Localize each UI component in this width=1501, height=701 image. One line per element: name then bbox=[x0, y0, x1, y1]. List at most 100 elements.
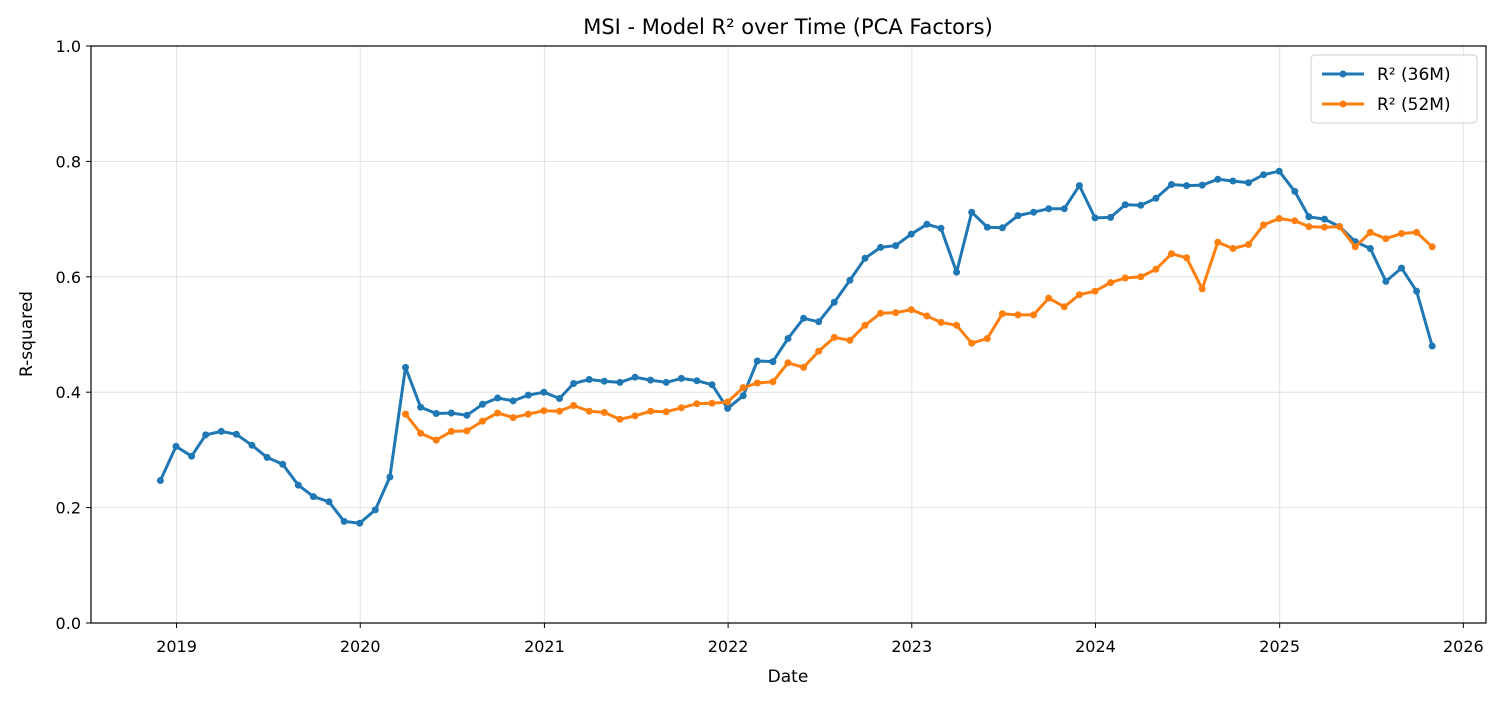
data-point bbox=[983, 335, 991, 342]
data-point bbox=[509, 397, 517, 405]
data-point bbox=[1198, 181, 1206, 189]
data-point bbox=[1121, 274, 1129, 282]
data-point bbox=[371, 506, 379, 514]
data-point bbox=[1321, 223, 1328, 231]
data-point bbox=[1428, 342, 1436, 350]
data-point bbox=[677, 404, 685, 412]
data-point bbox=[861, 254, 869, 262]
data-point bbox=[1045, 205, 1053, 213]
data-point bbox=[1152, 194, 1160, 202]
data-point bbox=[739, 384, 747, 392]
data-point bbox=[861, 321, 869, 329]
data-point bbox=[877, 243, 885, 251]
data-point bbox=[417, 403, 425, 411]
data-point bbox=[1305, 223, 1313, 231]
data-point bbox=[631, 412, 639, 420]
data-point bbox=[815, 318, 823, 326]
data-point bbox=[1398, 230, 1405, 237]
x-tick-label: 2019 bbox=[156, 637, 197, 656]
data-point bbox=[1428, 243, 1436, 251]
x-axis-title: Date bbox=[768, 667, 809, 687]
data-point bbox=[447, 409, 455, 417]
series-r-36m bbox=[156, 167, 1436, 527]
data-point bbox=[1030, 208, 1038, 216]
x-tick-label: 2020 bbox=[340, 637, 381, 656]
data-point bbox=[1107, 279, 1115, 287]
data-point bbox=[556, 407, 563, 415]
data-point bbox=[877, 309, 885, 317]
data-point bbox=[202, 431, 210, 439]
data-point bbox=[983, 223, 991, 231]
data-point bbox=[753, 357, 761, 365]
data-point bbox=[248, 441, 256, 449]
data-point bbox=[784, 335, 792, 342]
data-point bbox=[217, 427, 225, 435]
data-point bbox=[616, 415, 624, 423]
data-point bbox=[1413, 228, 1421, 236]
data-point bbox=[647, 407, 655, 415]
data-point bbox=[1075, 182, 1083, 190]
data-point bbox=[631, 373, 639, 381]
data-point bbox=[402, 363, 409, 371]
y-tick-label: 0.4 bbox=[56, 383, 81, 402]
data-point bbox=[830, 298, 838, 306]
data-point bbox=[647, 376, 655, 384]
data-point bbox=[708, 381, 716, 389]
y-tick-label: 0.0 bbox=[56, 614, 81, 633]
legend: R² (36M) R² (52M) bbox=[1310, 54, 1478, 124]
series-line-r-36m bbox=[158, 169, 1434, 525]
data-point bbox=[447, 427, 455, 435]
x-tick-label: 2023 bbox=[891, 637, 932, 656]
data-point bbox=[540, 388, 548, 396]
data-point bbox=[1291, 187, 1299, 195]
data-point bbox=[892, 242, 900, 250]
data-point bbox=[800, 363, 808, 371]
data-point bbox=[1091, 287, 1099, 295]
data-point bbox=[556, 395, 563, 402]
data-point bbox=[585, 376, 593, 383]
data-point bbox=[1107, 213, 1115, 221]
data-point bbox=[188, 452, 196, 460]
data-point bbox=[953, 321, 961, 329]
data-point bbox=[1198, 285, 1206, 293]
data-point bbox=[800, 314, 808, 322]
x-tick-label: 2024 bbox=[1075, 637, 1116, 656]
data-point bbox=[232, 430, 240, 438]
data-point bbox=[1260, 171, 1268, 179]
data-point bbox=[739, 392, 747, 400]
data-point bbox=[1305, 213, 1313, 221]
y-tick-label: 0.6 bbox=[56, 268, 81, 287]
data-point bbox=[479, 400, 486, 408]
legend-marker-52m bbox=[1339, 100, 1347, 108]
data-point bbox=[509, 414, 517, 422]
data-point bbox=[662, 378, 670, 386]
gridlines bbox=[91, 45, 1486, 624]
data-point bbox=[1275, 167, 1283, 175]
data-point bbox=[1060, 205, 1068, 213]
data-point bbox=[724, 398, 732, 406]
data-point bbox=[693, 400, 701, 408]
axis-ticks: 0.0 0.2 0.4 0.6 0.8 1.0 2019 2020 2021 2022 2023 20… bbox=[56, 37, 1484, 656]
data-point bbox=[1137, 273, 1145, 281]
data-point bbox=[600, 408, 608, 416]
data-point bbox=[1214, 175, 1222, 183]
y-tick-label: 0.2 bbox=[56, 499, 81, 518]
data-point bbox=[172, 442, 180, 450]
data-point bbox=[1168, 181, 1175, 188]
data-point bbox=[1137, 201, 1145, 209]
data-point bbox=[1413, 287, 1421, 295]
data-point bbox=[1014, 212, 1022, 220]
y-tick-label: 1.0 bbox=[56, 37, 81, 56]
data-point bbox=[677, 374, 685, 382]
data-point bbox=[540, 407, 548, 415]
data-point bbox=[1168, 250, 1175, 258]
plot-area-frame bbox=[90, 45, 1487, 624]
data-point bbox=[417, 429, 425, 437]
data-point bbox=[279, 460, 287, 468]
legend-marker-36m bbox=[1339, 70, 1347, 78]
data-point bbox=[524, 391, 532, 399]
data-point bbox=[923, 220, 931, 228]
data-point bbox=[156, 477, 164, 484]
data-point bbox=[1121, 201, 1129, 209]
data-point bbox=[1245, 179, 1252, 187]
